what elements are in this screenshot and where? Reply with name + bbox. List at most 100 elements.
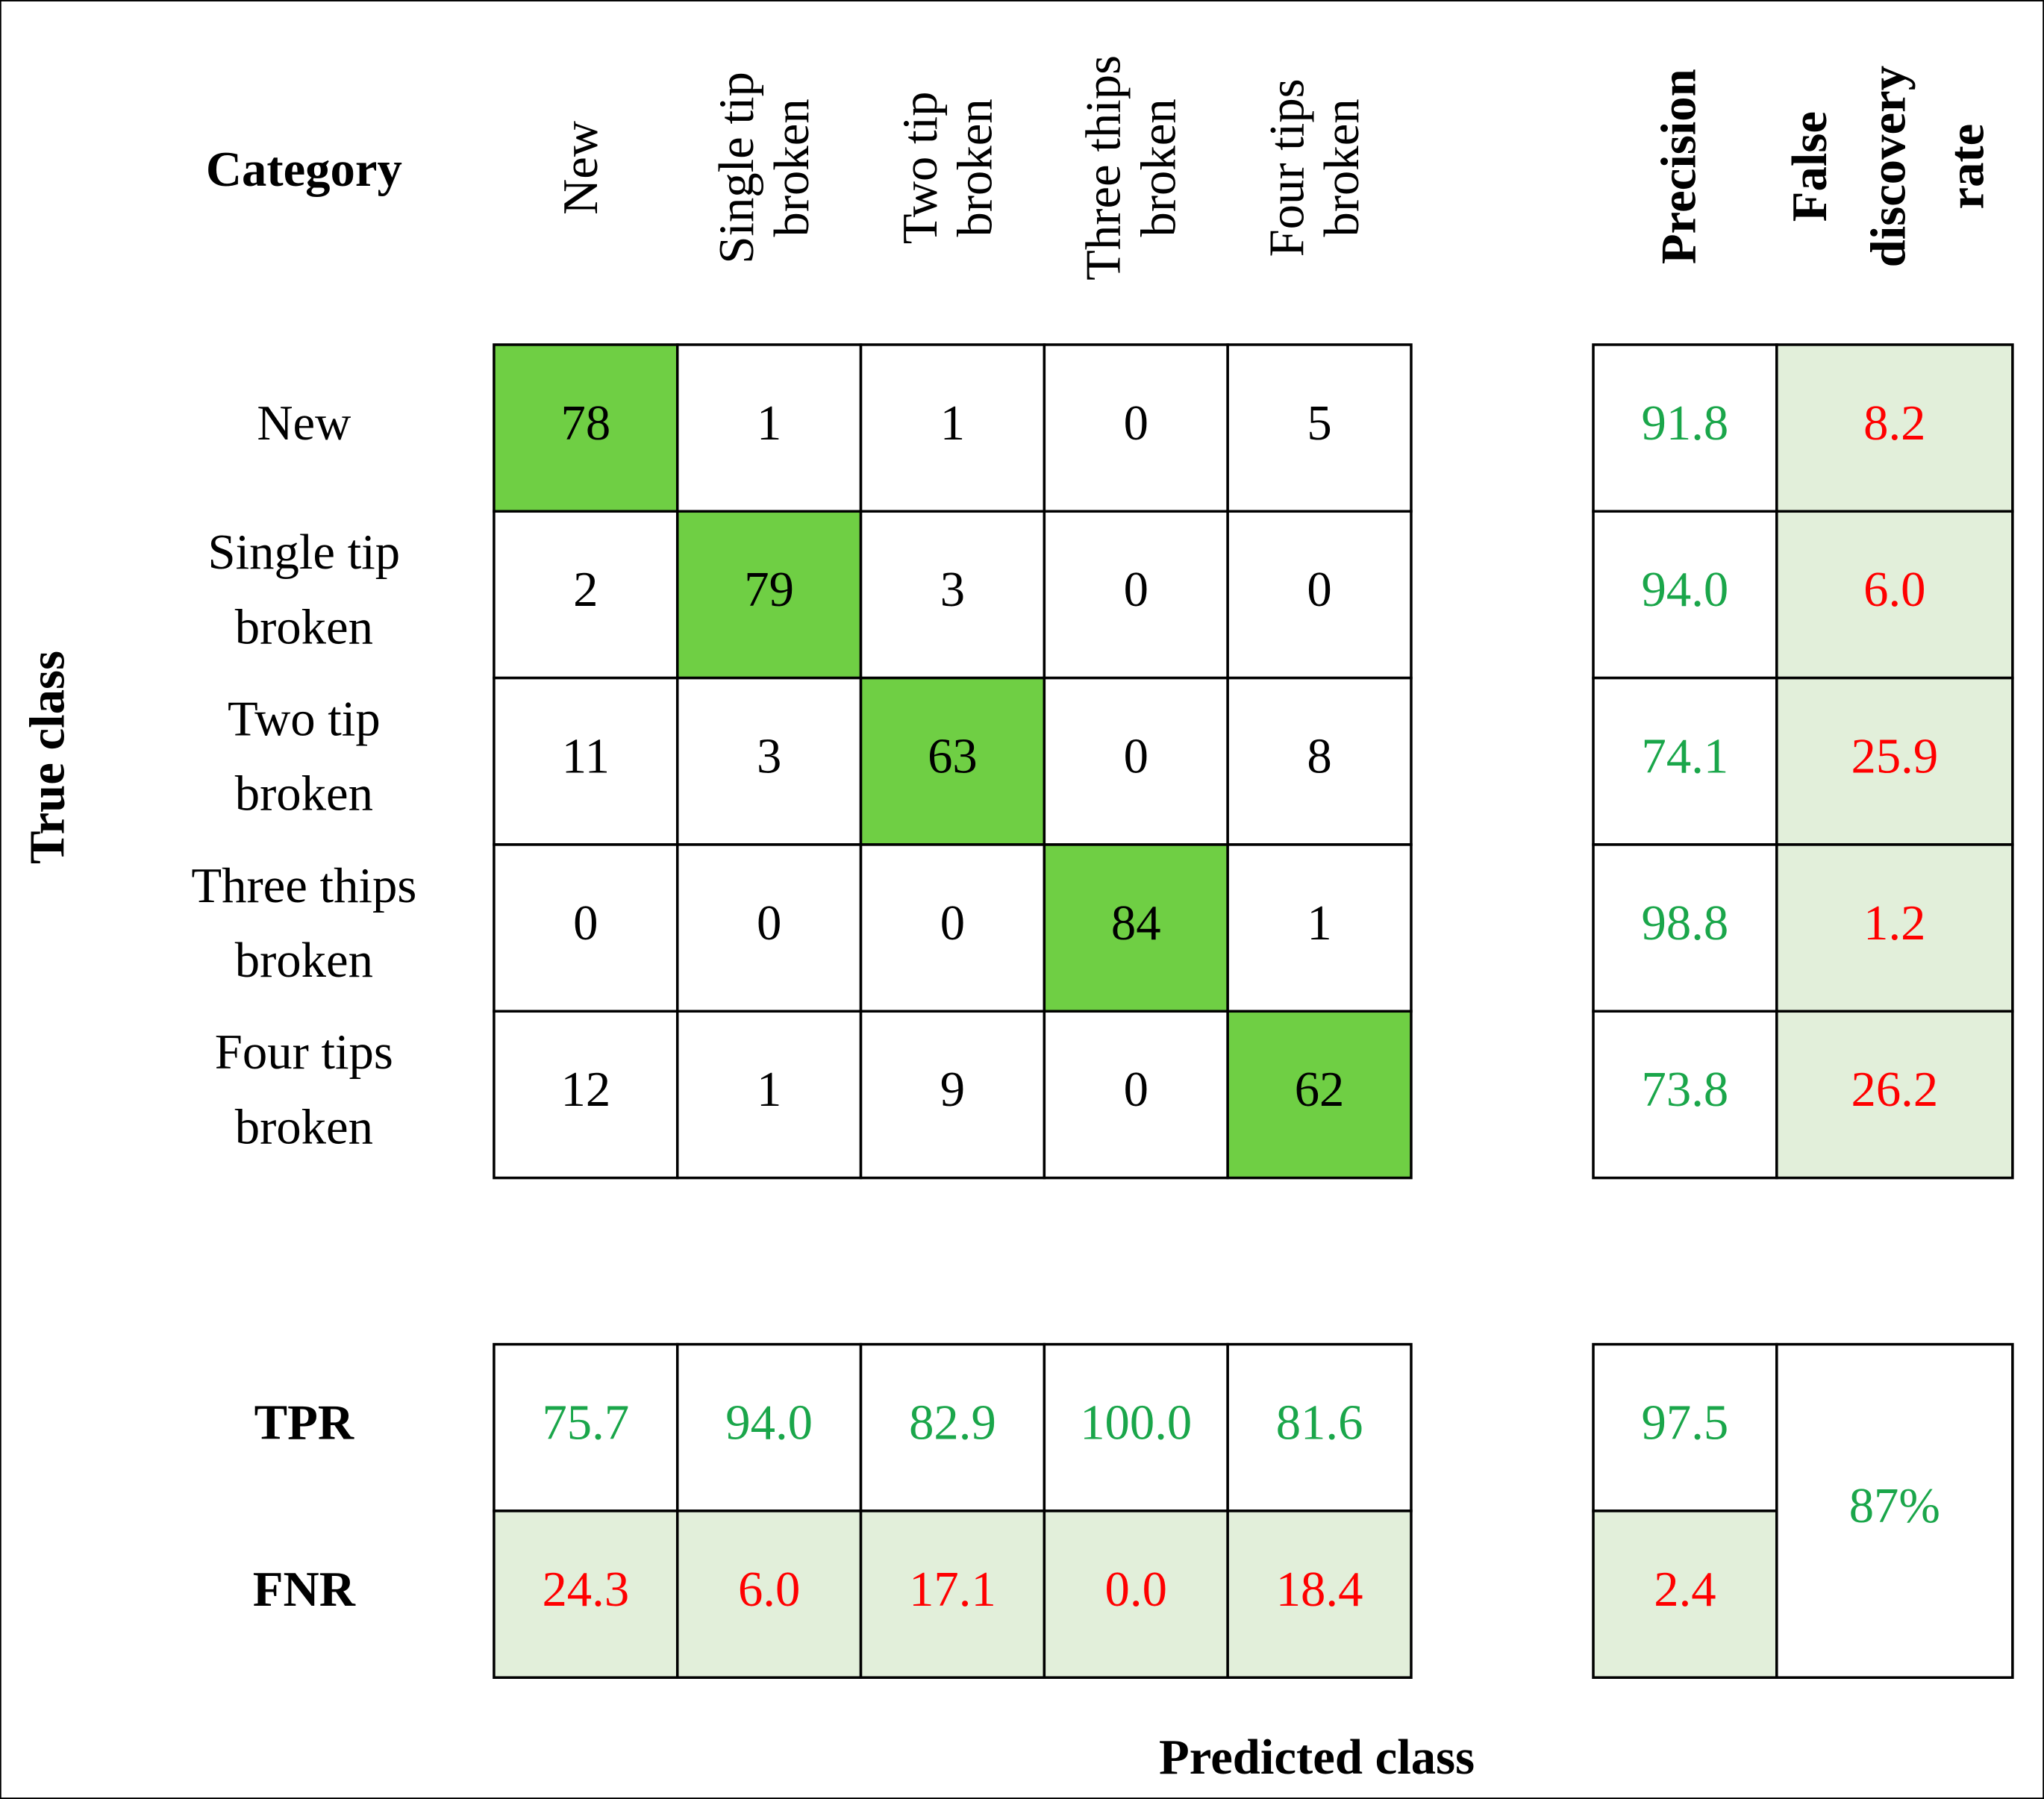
- fdr-value: 1.2: [1863, 896, 1925, 951]
- fnr-overall: 2.4: [1654, 1562, 1716, 1617]
- row-label: broken: [235, 600, 373, 654]
- fdr-value: 25.9: [1851, 730, 1938, 784]
- count: 79: [744, 563, 794, 617]
- count: 84: [1111, 896, 1161, 951]
- precision-value: 74.1: [1642, 730, 1729, 784]
- fnr-cell: [675, 1509, 863, 1680]
- fdr-value: 6.0: [1863, 563, 1925, 617]
- matrix-cell: [859, 1010, 1046, 1180]
- tpr-label: TPR: [254, 1396, 354, 1451]
- category-header: Category: [206, 143, 402, 197]
- count: 8: [1307, 730, 1331, 784]
- count: 12: [560, 1063, 610, 1117]
- fdr-header: False: [1783, 111, 1837, 222]
- fnr-value: 17.1: [909, 1562, 996, 1617]
- fnr-value: 6.0: [738, 1562, 800, 1617]
- count: 0: [573, 896, 598, 951]
- row-label: broken: [235, 933, 373, 988]
- matrix-cell: [675, 676, 863, 846]
- column-header: broken: [765, 98, 819, 237]
- count: 1: [940, 396, 965, 451]
- fdr-value: 26.2: [1851, 1063, 1938, 1117]
- matrix-cell: [493, 510, 679, 680]
- matrix-cell: [1226, 1010, 1413, 1180]
- count: 0: [757, 896, 781, 951]
- precision-value: 73.8: [1642, 1063, 1729, 1117]
- fdr-cell: [1775, 343, 2014, 513]
- fdr-cell: [1775, 676, 2014, 846]
- matrix-cell: [1226, 843, 1413, 1013]
- matrix-cell: [675, 510, 863, 680]
- fnr-cell: [493, 1509, 679, 1680]
- count: 2: [573, 563, 598, 617]
- precision-cell: [1592, 510, 1778, 680]
- fnr-cell: [859, 1509, 1046, 1680]
- column-header: Two tip: [893, 92, 948, 245]
- matrix-cell: [859, 843, 1046, 1013]
- column-header: broken: [1131, 98, 1186, 237]
- count: 1: [757, 1063, 781, 1117]
- true-class-label: True class: [21, 651, 75, 864]
- column-header: broken: [948, 98, 1003, 237]
- fdr-header: discovery: [1861, 66, 1916, 267]
- precision-value: 94.0: [1642, 563, 1729, 617]
- tpr-overall-cell: [1592, 1342, 1778, 1512]
- column-header: New: [554, 121, 608, 215]
- fnr-label: FNR: [253, 1562, 356, 1617]
- count: 0: [1124, 730, 1148, 784]
- precision-cell: [1592, 676, 1778, 846]
- tpr-cell: [1043, 1342, 1229, 1512]
- matrix-cell: [493, 676, 679, 846]
- tpr-value: 94.0: [725, 1396, 813, 1451]
- fnr-cell: [1043, 1509, 1229, 1680]
- tpr-value: 81.6: [1276, 1396, 1363, 1451]
- count: 9: [940, 1063, 965, 1117]
- tpr-cell: [1226, 1342, 1413, 1512]
- accuracy-cell: [1775, 1342, 2014, 1680]
- precision-cell: [1592, 1010, 1778, 1180]
- matrix-cell: [859, 676, 1046, 846]
- tpr-value: 100.0: [1080, 1396, 1192, 1451]
- matrix-cell: [859, 343, 1046, 513]
- count: 0: [1124, 1063, 1148, 1117]
- precision-value: 98.8: [1642, 896, 1729, 951]
- accuracy: 87%: [1849, 1479, 1940, 1533]
- fdr-header: rate: [1940, 124, 1995, 210]
- matrix-cell: [1226, 676, 1413, 846]
- column-header: Three thips: [1077, 55, 1131, 281]
- column-header: Single tip: [710, 72, 764, 264]
- count: 1: [757, 396, 781, 451]
- matrix-cell: [1043, 1010, 1229, 1180]
- tpr-cell: [493, 1342, 679, 1512]
- count: 63: [928, 730, 978, 784]
- fdr-cell: [1775, 843, 2014, 1013]
- count: 0: [1124, 396, 1148, 451]
- row-label: Four tips: [215, 1025, 393, 1080]
- column-header: Four tips: [1260, 78, 1315, 257]
- row-label: Two tip: [228, 692, 381, 747]
- matrix-cell: [1226, 510, 1413, 680]
- fdr-cell: [1775, 1010, 2014, 1180]
- row-label: broken: [235, 767, 373, 822]
- count: 3: [757, 730, 781, 784]
- row-label: New: [257, 396, 351, 451]
- matrix-cell: [675, 343, 863, 513]
- count: 0: [1307, 563, 1331, 617]
- row-label: broken: [235, 1100, 373, 1154]
- count: 0: [1124, 563, 1148, 617]
- predicted-class-label: Predicted class: [1159, 1730, 1475, 1785]
- row-label: Three thips: [191, 859, 416, 913]
- matrix-cell: [493, 843, 679, 1013]
- count: 3: [940, 563, 965, 617]
- count: 11: [562, 730, 610, 784]
- matrix-cell: [493, 343, 679, 513]
- fnr-value: 0.0: [1105, 1562, 1167, 1617]
- precision-header: Precision: [1651, 69, 1706, 264]
- fnr-overall-cell: [1592, 1509, 1778, 1680]
- column-header: broken: [1315, 98, 1369, 237]
- precision-cell: [1592, 843, 1778, 1013]
- tpr-overall: 97.5: [1642, 1396, 1729, 1451]
- row-label: Single tip: [208, 525, 401, 580]
